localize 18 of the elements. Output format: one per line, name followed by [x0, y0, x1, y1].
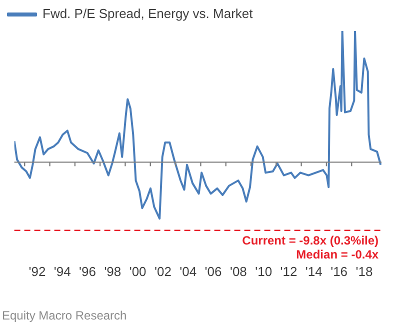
- text: Equity Macro Research: [2, 308, 127, 322]
- x-tick-label: '08: [230, 264, 247, 279]
- x-tick-label: '00: [129, 264, 146, 279]
- x-tick-label: '94: [54, 264, 71, 279]
- x-tick-label: '06: [204, 264, 222, 279]
- x-tick-label: '98: [104, 264, 122, 279]
- x-tick-label: '92: [28, 264, 46, 279]
- x-tick-label: '10: [255, 264, 272, 279]
- x-tick-label: '16: [330, 264, 348, 279]
- text: Median = -0.4x: [296, 248, 379, 262]
- x-tick-label: '02: [154, 264, 172, 279]
- legend-label: Fwd. P/E Spread, Energy vs. Market: [42, 6, 254, 22]
- x-tick-label: '18: [356, 264, 373, 279]
- x-tick-label: '12: [280, 264, 298, 279]
- text: Current = -9.8x (0.3%ile): [242, 234, 379, 248]
- x-tick-label: '04: [180, 264, 197, 279]
- x-tick-label: '96: [79, 264, 96, 279]
- x-tick-label: '14: [305, 264, 322, 279]
